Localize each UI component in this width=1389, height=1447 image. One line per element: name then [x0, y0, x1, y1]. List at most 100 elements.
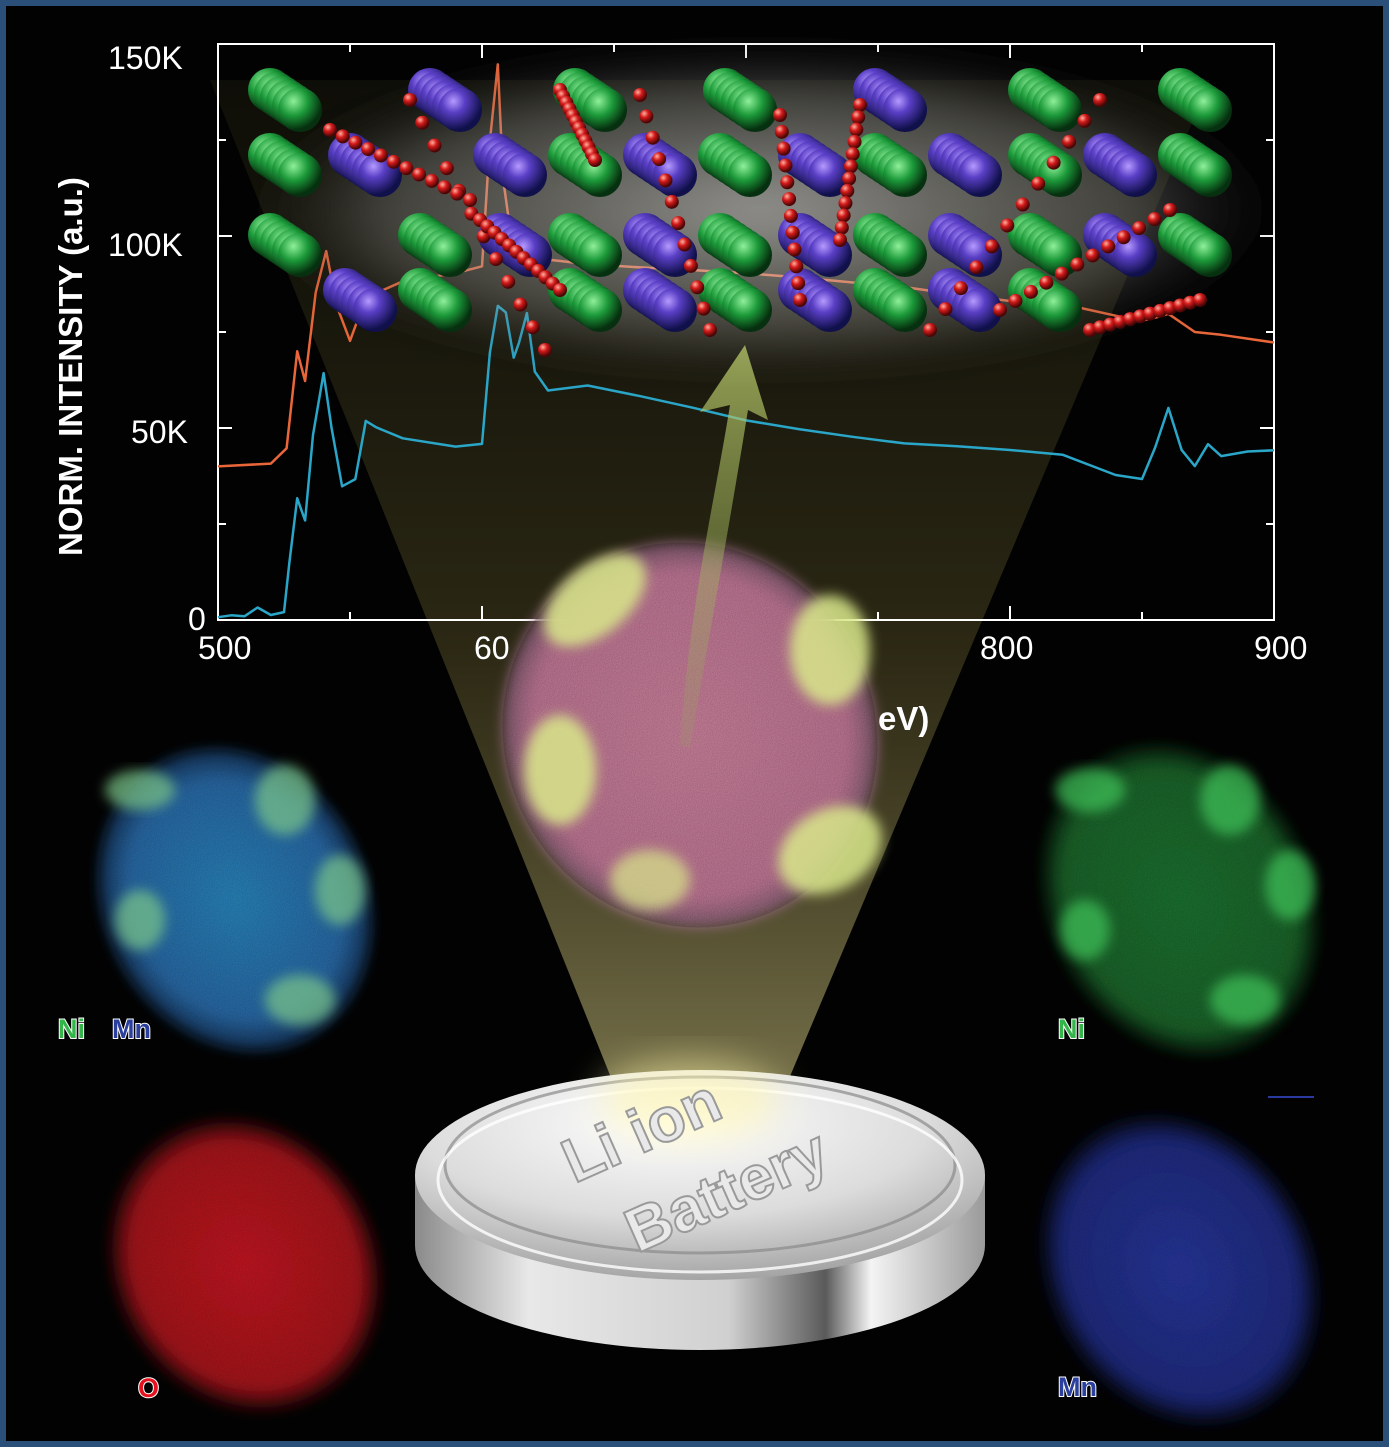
atom-o [1070, 257, 1085, 272]
label-ni-a: Ni [57, 1014, 86, 1044]
coin-battery: Li ion Battery [415, 1060, 985, 1350]
atom-o [938, 302, 953, 317]
atom-o [652, 152, 667, 167]
atom-mn [353, 288, 397, 332]
crystal-structure [248, 68, 1232, 357]
atom-o [1147, 212, 1162, 227]
atom-o [525, 320, 540, 335]
atom-o [450, 186, 465, 201]
atom-o [501, 274, 516, 289]
atom-o [645, 130, 660, 145]
atom-o [403, 93, 417, 107]
atom-o [553, 283, 567, 297]
atom-ni [428, 288, 472, 332]
atom-o [658, 173, 673, 188]
label-mn-a: Mn [111, 1014, 152, 1044]
atom-o [847, 134, 862, 149]
atom-o [773, 108, 787, 122]
atom-ni [1188, 88, 1232, 132]
atom-o [783, 208, 798, 223]
atom-o [791, 276, 806, 291]
x-tick-900: 900 [1254, 630, 1308, 666]
atom-ni [278, 153, 322, 197]
atom-o [776, 141, 791, 156]
atom-o [780, 175, 795, 190]
ni-map [1042, 746, 1318, 1054]
atom-mn [808, 288, 852, 332]
o-map [109, 1119, 381, 1411]
atom-o [838, 196, 853, 211]
atom-ni [728, 153, 772, 197]
atom-o [437, 180, 452, 195]
atom-o [1039, 275, 1054, 290]
atom-o [1085, 248, 1100, 263]
atom-o [690, 280, 705, 295]
mn-map [1041, 1116, 1319, 1424]
atom-o [778, 158, 793, 173]
atom-o [1008, 293, 1023, 308]
atom-o [787, 242, 802, 257]
atom-o [793, 293, 807, 307]
atom-o [1015, 197, 1030, 212]
atom-o [1046, 155, 1061, 170]
atom-o [923, 323, 937, 337]
atom-o [361, 142, 376, 157]
atom-o [1000, 218, 1015, 233]
arrow-icon [680, 345, 768, 748]
atom-o [677, 237, 692, 252]
label-o: O [137, 1373, 160, 1403]
atom-o [1163, 203, 1177, 217]
atom-o [696, 301, 711, 316]
atom-o [774, 124, 789, 139]
atom-o [785, 225, 800, 240]
atom-o [789, 259, 804, 274]
atom-ni [578, 233, 622, 277]
atom-o [488, 252, 503, 267]
atom-o [1054, 266, 1069, 281]
atom-ni [278, 233, 322, 277]
atom-o [840, 183, 855, 198]
atom-ni [278, 88, 322, 132]
atom-o [1193, 293, 1207, 307]
atom-o [1093, 93, 1107, 107]
atom-o [953, 281, 968, 296]
atom-ni [733, 88, 777, 132]
atom-o [427, 138, 442, 153]
atom-o [664, 194, 679, 209]
atom-mn [883, 88, 927, 132]
atom-o [845, 147, 860, 162]
atom-ni [728, 233, 772, 277]
atom-o [1062, 134, 1077, 149]
atom-o [836, 208, 851, 223]
atom-o [842, 171, 857, 186]
atom-o [463, 193, 477, 207]
y-axis-label: NORM. INTENSITY (a.u.) [52, 177, 89, 556]
atom-mn [503, 153, 547, 197]
atom-mn [808, 153, 852, 197]
y-tick-100k: 100K [108, 227, 183, 263]
atom-o [1023, 284, 1038, 299]
y-tick-50k: 50K [131, 414, 188, 450]
atom-o [683, 258, 698, 273]
atom-mn [438, 88, 482, 132]
atom-ni [1038, 288, 1082, 332]
atom-ni [1188, 153, 1232, 197]
atom-o [1132, 221, 1147, 236]
atom-mn [1113, 153, 1157, 197]
atom-o [969, 260, 984, 275]
atom-o [335, 129, 350, 144]
atom-o [849, 122, 864, 137]
atom-o [984, 239, 999, 254]
atom-o [671, 216, 686, 231]
y-tick-150k: 150K [108, 40, 183, 76]
atom-ni [883, 288, 927, 332]
atom-ni [583, 88, 627, 132]
atom-o [833, 233, 847, 247]
atom-o [439, 161, 454, 176]
atom-ni [883, 233, 927, 277]
atom-o [993, 303, 1007, 317]
atom-o [703, 323, 717, 337]
x-tick-800: 800 [980, 630, 1034, 666]
